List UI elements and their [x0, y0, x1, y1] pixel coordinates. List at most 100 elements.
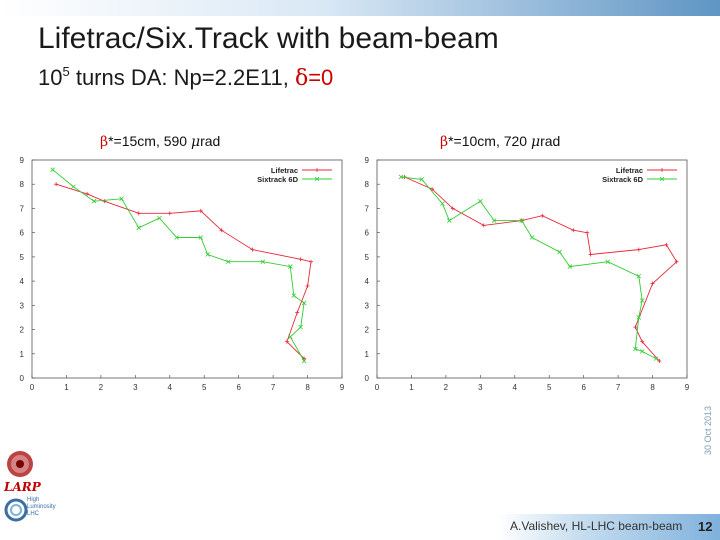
- y-tick-label: 5: [20, 253, 25, 262]
- chart-title-text: *=10cm, 720: [448, 133, 531, 149]
- subtitle-exponent: 5: [62, 64, 70, 79]
- y-tick-label: 9: [20, 156, 25, 165]
- data-point: [636, 247, 641, 252]
- y-tick-label: 3: [20, 301, 25, 310]
- y-tick-label: 4: [20, 277, 25, 286]
- data-point: [639, 298, 645, 303]
- data-point: [226, 259, 231, 265]
- data-point: [136, 225, 142, 231]
- data-point: [639, 349, 645, 354]
- y-tick-label: 2: [365, 326, 370, 335]
- data-point: [198, 235, 204, 240]
- y-tick-label: 8: [365, 180, 370, 189]
- y-tick-label: 0: [20, 374, 25, 383]
- side-date: 30 Oct 2013: [703, 405, 713, 455]
- chart-title-left: β*=15cm, 590 μrad: [100, 133, 220, 150]
- x-tick-label: 3: [133, 383, 138, 392]
- data-point: [478, 198, 483, 204]
- data-point: [557, 249, 562, 255]
- subtitle-delta: δ: [294, 66, 309, 91]
- data-point: [301, 300, 307, 306]
- data-point: [288, 334, 293, 340]
- data-point: [605, 259, 611, 265]
- y-tick-label: 2: [20, 326, 25, 335]
- data-point: [529, 235, 535, 240]
- legend-marker: [659, 176, 665, 182]
- data-point: [136, 211, 141, 216]
- y-tick-label: 8: [20, 180, 25, 189]
- y-tick-label: 0: [365, 374, 370, 383]
- x-tick-label: 0: [30, 383, 35, 392]
- y-tick-label: 6: [365, 229, 370, 238]
- data-point: [119, 196, 124, 202]
- data-point: [219, 228, 224, 233]
- x-tick-label: 4: [168, 383, 173, 392]
- y-tick-label: 9: [365, 156, 370, 165]
- slide-top-bar: [0, 0, 720, 16]
- x-tick-label: 7: [616, 383, 621, 392]
- x-tick-label: 9: [340, 383, 345, 392]
- subtitle-eq: =0: [308, 65, 334, 90]
- data-point: [664, 242, 669, 247]
- slide-title: Lifetrac/Six.Track with beam-beam: [38, 22, 499, 55]
- x-tick-label: 5: [202, 383, 207, 392]
- legend-label: Sixtrack 6D: [602, 175, 643, 184]
- data-point: [298, 324, 303, 330]
- footer-bar: [498, 514, 720, 540]
- data-point: [430, 187, 435, 192]
- chart-title-beta: β: [100, 134, 109, 150]
- data-point: [640, 339, 645, 344]
- x-tick-label: 7: [271, 383, 276, 392]
- data-point: [305, 283, 310, 288]
- data-point: [540, 213, 545, 218]
- subtitle-base: 10: [38, 65, 63, 90]
- data-point: [653, 356, 659, 361]
- larp-logo-text: LARP: [4, 480, 41, 494]
- x-tick-label: 1: [64, 383, 69, 392]
- data-point: [50, 167, 55, 172]
- y-tick-label: 6: [20, 229, 25, 238]
- larp-logo-icon: [7, 451, 33, 477]
- data-point: [298, 257, 303, 262]
- x-tick-label: 2: [444, 383, 449, 392]
- x-tick-label: 2: [99, 383, 104, 392]
- hilumi-logo-text: High Luminosity LHC: [27, 497, 56, 517]
- data-point: [398, 174, 404, 180]
- data-point: [491, 218, 497, 223]
- data-point: [309, 259, 313, 264]
- data-point: [85, 191, 90, 196]
- footer-text: A.Valishev, HL-LHC beam-beam: [510, 519, 683, 533]
- chart-title-beta: β: [440, 134, 449, 150]
- data-point: [674, 259, 679, 264]
- hilumi-logo-icon: [4, 498, 28, 522]
- data-point: [167, 211, 172, 216]
- data-point: [636, 273, 642, 279]
- subtitle-text: turns DA: Np=2.2E11,: [69, 65, 295, 90]
- y-tick-label: 4: [365, 277, 370, 286]
- data-point: [102, 199, 107, 204]
- y-tick-label: 7: [365, 204, 370, 213]
- data-point: [205, 252, 210, 257]
- x-tick-label: 8: [305, 383, 310, 392]
- data-point: [440, 201, 445, 206]
- data-point: [260, 259, 266, 265]
- slide-subtitle: 105 turns DA: Np=2.2E11, δ=0: [38, 64, 333, 91]
- y-tick-label: 3: [365, 301, 370, 310]
- series-line-sixtrack: [52, 169, 305, 362]
- x-tick-label: 8: [650, 383, 655, 392]
- data-point: [419, 177, 425, 182]
- x-tick-label: 3: [478, 383, 483, 392]
- data-point: [636, 315, 642, 320]
- plot-frame: [376, 159, 688, 379]
- plot-frame: [31, 159, 343, 379]
- legend-marker: [314, 176, 320, 182]
- x-tick-label: 1: [409, 383, 414, 392]
- data-point: [288, 264, 293, 269]
- data-point: [567, 264, 573, 269]
- chart-title-unit: rad: [540, 133, 561, 149]
- chart-title-right: β*=10cm, 720 μrad: [440, 133, 560, 150]
- data-point: [157, 215, 162, 221]
- x-tick-label: 4: [513, 383, 518, 392]
